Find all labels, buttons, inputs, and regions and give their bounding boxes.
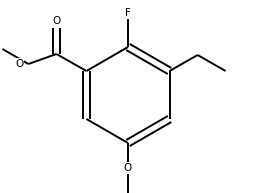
Text: O: O [124,163,132,173]
Text: F: F [125,8,131,18]
Text: O: O [52,16,61,26]
Text: O: O [15,59,23,69]
